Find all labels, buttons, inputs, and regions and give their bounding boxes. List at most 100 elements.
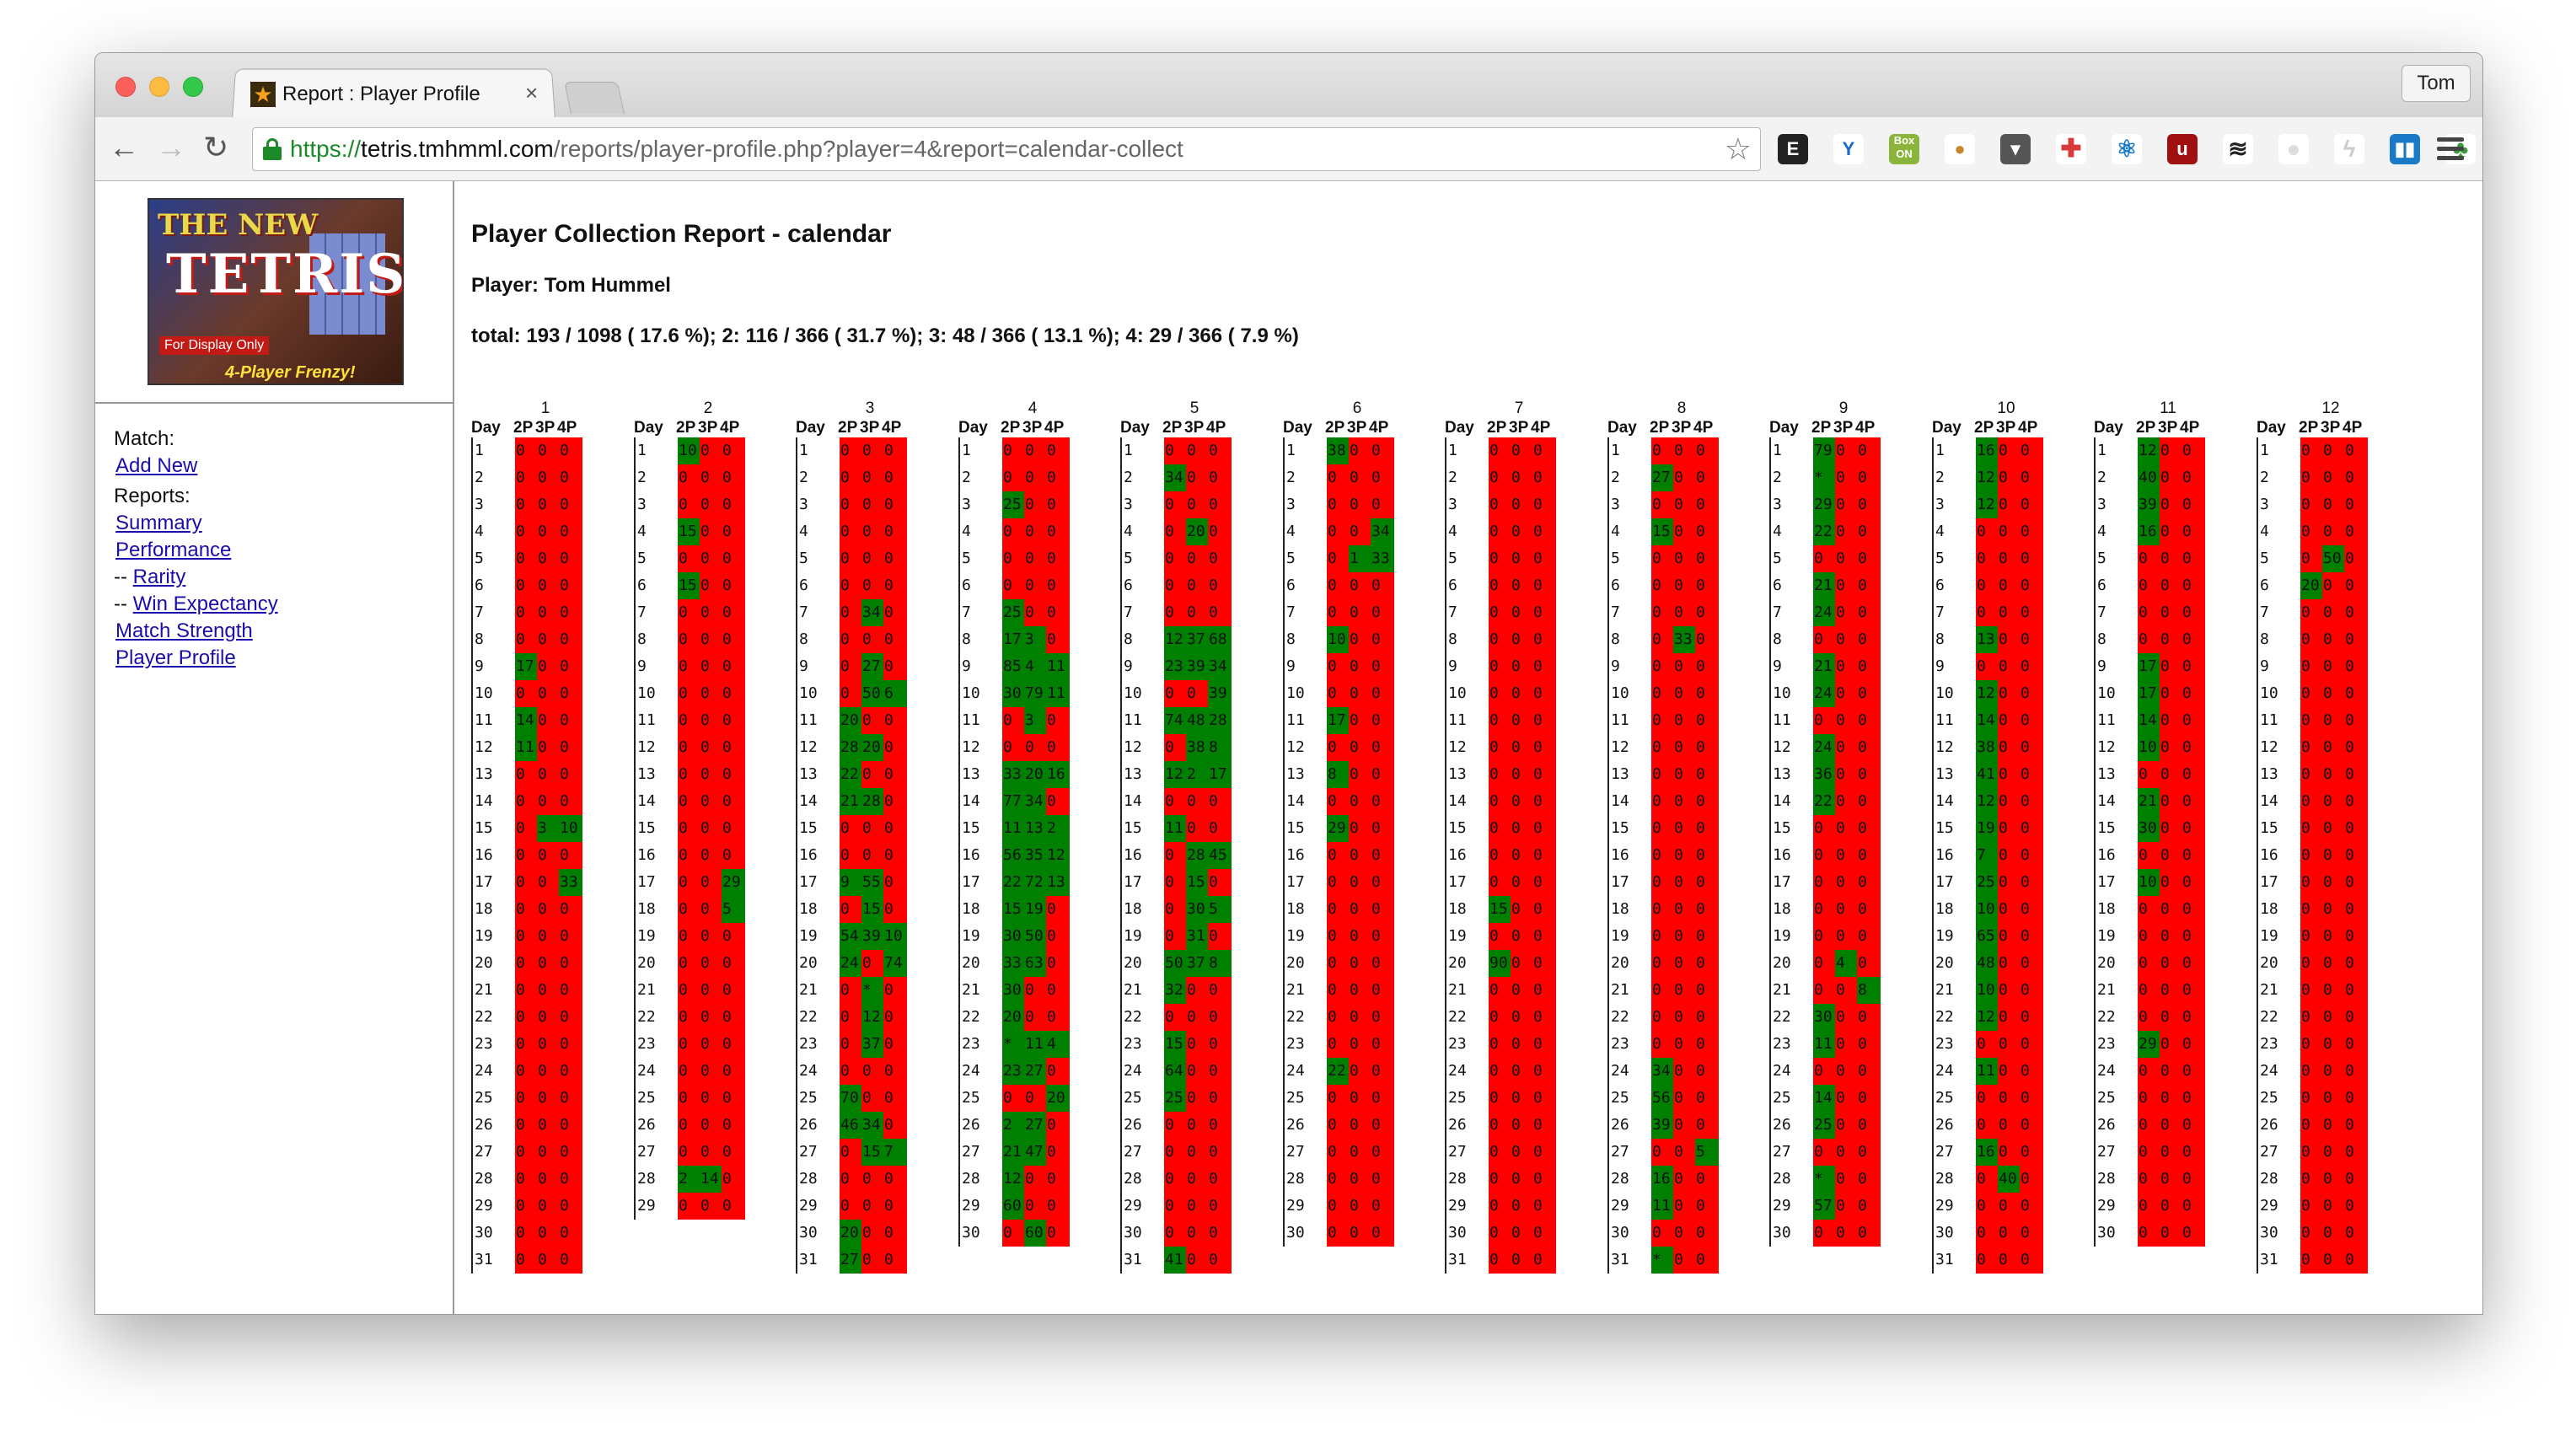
back-arrow-icon[interactable]: ← — [109, 130, 139, 164]
plus-extension-icon[interactable]: ✚ — [2056, 134, 2086, 164]
reload-icon[interactable]: ↻ — [203, 130, 229, 164]
column-header: Day — [1445, 419, 1474, 437]
day-row: 8 10 0 0 — [1285, 626, 1394, 653]
day-number: 9 — [1286, 657, 1296, 675]
new-tab-button[interactable] — [563, 82, 625, 114]
day-number: 27 — [2097, 1143, 2116, 1161]
day-number: 1 — [1611, 442, 1620, 459]
count-cell: 0 — [2182, 518, 2205, 545]
day-row: 3 29 0 0 — [1771, 491, 1881, 518]
count-cell: 0 — [515, 572, 537, 599]
day-row: 28 0 0 0 — [1446, 1166, 1556, 1193]
count-cell: 0 — [2300, 599, 2322, 626]
match-strength-link[interactable]: Match Strength — [115, 619, 253, 642]
ublock-extension-icon[interactable]: u — [2167, 134, 2198, 164]
day-row: 11 0 3 0 — [960, 707, 1070, 734]
count-cell: 0 — [1998, 626, 2020, 653]
count-cell: 0 — [2300, 1166, 2322, 1193]
count-cell: 0 — [1532, 1058, 1556, 1085]
count-cell: 0 — [2344, 734, 2368, 761]
count-cell: 0 — [1371, 842, 1394, 869]
count-cell: 0 — [1695, 707, 1719, 734]
count-cell: 20 — [1186, 518, 1208, 545]
count-cell: 0 — [722, 545, 745, 572]
count-cell: 0 — [678, 1031, 700, 1058]
count-cell: 0 — [2344, 950, 2368, 977]
day-row: 30 0 60 0 — [960, 1220, 1070, 1247]
count-cell: 0 — [1489, 680, 1511, 707]
day-number: 10 — [1773, 684, 1791, 702]
evernote-extension-icon[interactable]: E — [1778, 134, 1808, 164]
count-cell: 0 — [559, 1166, 582, 1193]
count-cell: 0 — [2138, 1166, 2160, 1193]
count-cell: 0 — [1651, 923, 1673, 950]
count-cell: 0 — [2344, 707, 2368, 734]
close-window-button[interactable] — [115, 77, 136, 97]
player-profile-link[interactable]: Player Profile — [115, 646, 236, 669]
count-cell: 0 — [2182, 1031, 2205, 1058]
add-new-link[interactable]: Add New — [115, 454, 198, 477]
tab-title[interactable]: Report : Player Profile — [282, 83, 480, 105]
count-cell: 16 — [1976, 437, 1998, 464]
count-cell: 0 — [840, 437, 861, 464]
cookie-extension-icon[interactable]: ● — [1945, 134, 1975, 164]
summary-link[interactable]: Summary — [115, 512, 202, 534]
day-row: 26 0 0 0 — [2258, 1112, 2368, 1139]
day-row: 12 10 0 0 — [2096, 734, 2205, 761]
day-number: 3 — [1611, 496, 1620, 513]
pocket-extension-icon[interactable]: ▾ — [2000, 134, 2031, 164]
network-extension-icon[interactable]: ⚛ — [2112, 134, 2142, 164]
performance-link[interactable]: Performance — [115, 539, 232, 561]
count-cell: 0 — [1489, 1085, 1511, 1112]
bookmark-star-icon[interactable]: ☆ — [1724, 131, 1752, 166]
forward-arrow-icon[interactable]: → — [156, 130, 186, 164]
day-number: 24 — [637, 1062, 656, 1080]
win-expectancy-link[interactable]: Win Expectancy — [132, 593, 278, 615]
day-number: 11 — [2260, 711, 2278, 729]
count-cell: 0 — [2300, 653, 2322, 680]
column-header: 3P — [1833, 419, 1854, 437]
trello-extension-icon[interactable]: ▮▮ — [2390, 134, 2420, 164]
day-row: 29 0 0 0 — [2096, 1193, 2205, 1220]
url-text[interactable]: https://tetris.tmhmml.com/reports/player… — [290, 136, 1183, 162]
day-number: 15 — [1611, 819, 1629, 837]
day-row: 13 0 0 0 — [2258, 761, 2368, 788]
stack-extension-icon[interactable]: ≋ — [2223, 134, 2253, 164]
tab-close-icon[interactable]: × — [525, 80, 539, 105]
count-cell: 0 — [2322, 977, 2344, 1004]
zoom-window-button[interactable] — [183, 77, 203, 97]
rarity-link[interactable]: Rarity — [132, 566, 186, 588]
day-number: 4 — [1448, 523, 1457, 540]
day-number: 25 — [1124, 1089, 1142, 1107]
day-number: 12 — [1286, 738, 1305, 756]
count-cell: 0 — [2344, 896, 2368, 923]
profile-button[interactable]: Tom — [2402, 65, 2471, 102]
count-cell: 60 — [1002, 1193, 1024, 1220]
count-cell: 0 — [1695, 1220, 1719, 1247]
count-cell: 0 — [537, 761, 559, 788]
count-cell: 0 — [1024, 572, 1046, 599]
count-cell: 14 — [1813, 1085, 1835, 1112]
count-cell: 50 — [861, 680, 883, 707]
count-cell: 0 — [2344, 626, 2368, 653]
count-cell: 0 — [2344, 680, 2368, 707]
count-cell: 0 — [861, 1166, 883, 1193]
bolt-extension-icon[interactable]: ϟ — [2334, 134, 2364, 164]
minimize-window-button[interactable] — [149, 77, 169, 97]
boxon-extension-icon[interactable]: Box ON — [1889, 134, 1919, 164]
menu-icon[interactable] — [2437, 137, 2464, 161]
circle-extension-icon[interactable]: ● — [2278, 134, 2309, 164]
count-cell: 0 — [1998, 1220, 2020, 1247]
count-cell: 0 — [1208, 869, 1232, 896]
month-header: Day 2P 3P 4P — [1932, 419, 2080, 437]
count-cell: 30 — [1002, 923, 1024, 950]
shield-extension-icon[interactable]: Y — [1833, 134, 1864, 164]
count-cell: 0 — [883, 1247, 907, 1274]
count-cell: 0 — [1651, 545, 1673, 572]
address-bar[interactable]: https://tetris.tmhmml.com/reports/player… — [252, 127, 1761, 171]
